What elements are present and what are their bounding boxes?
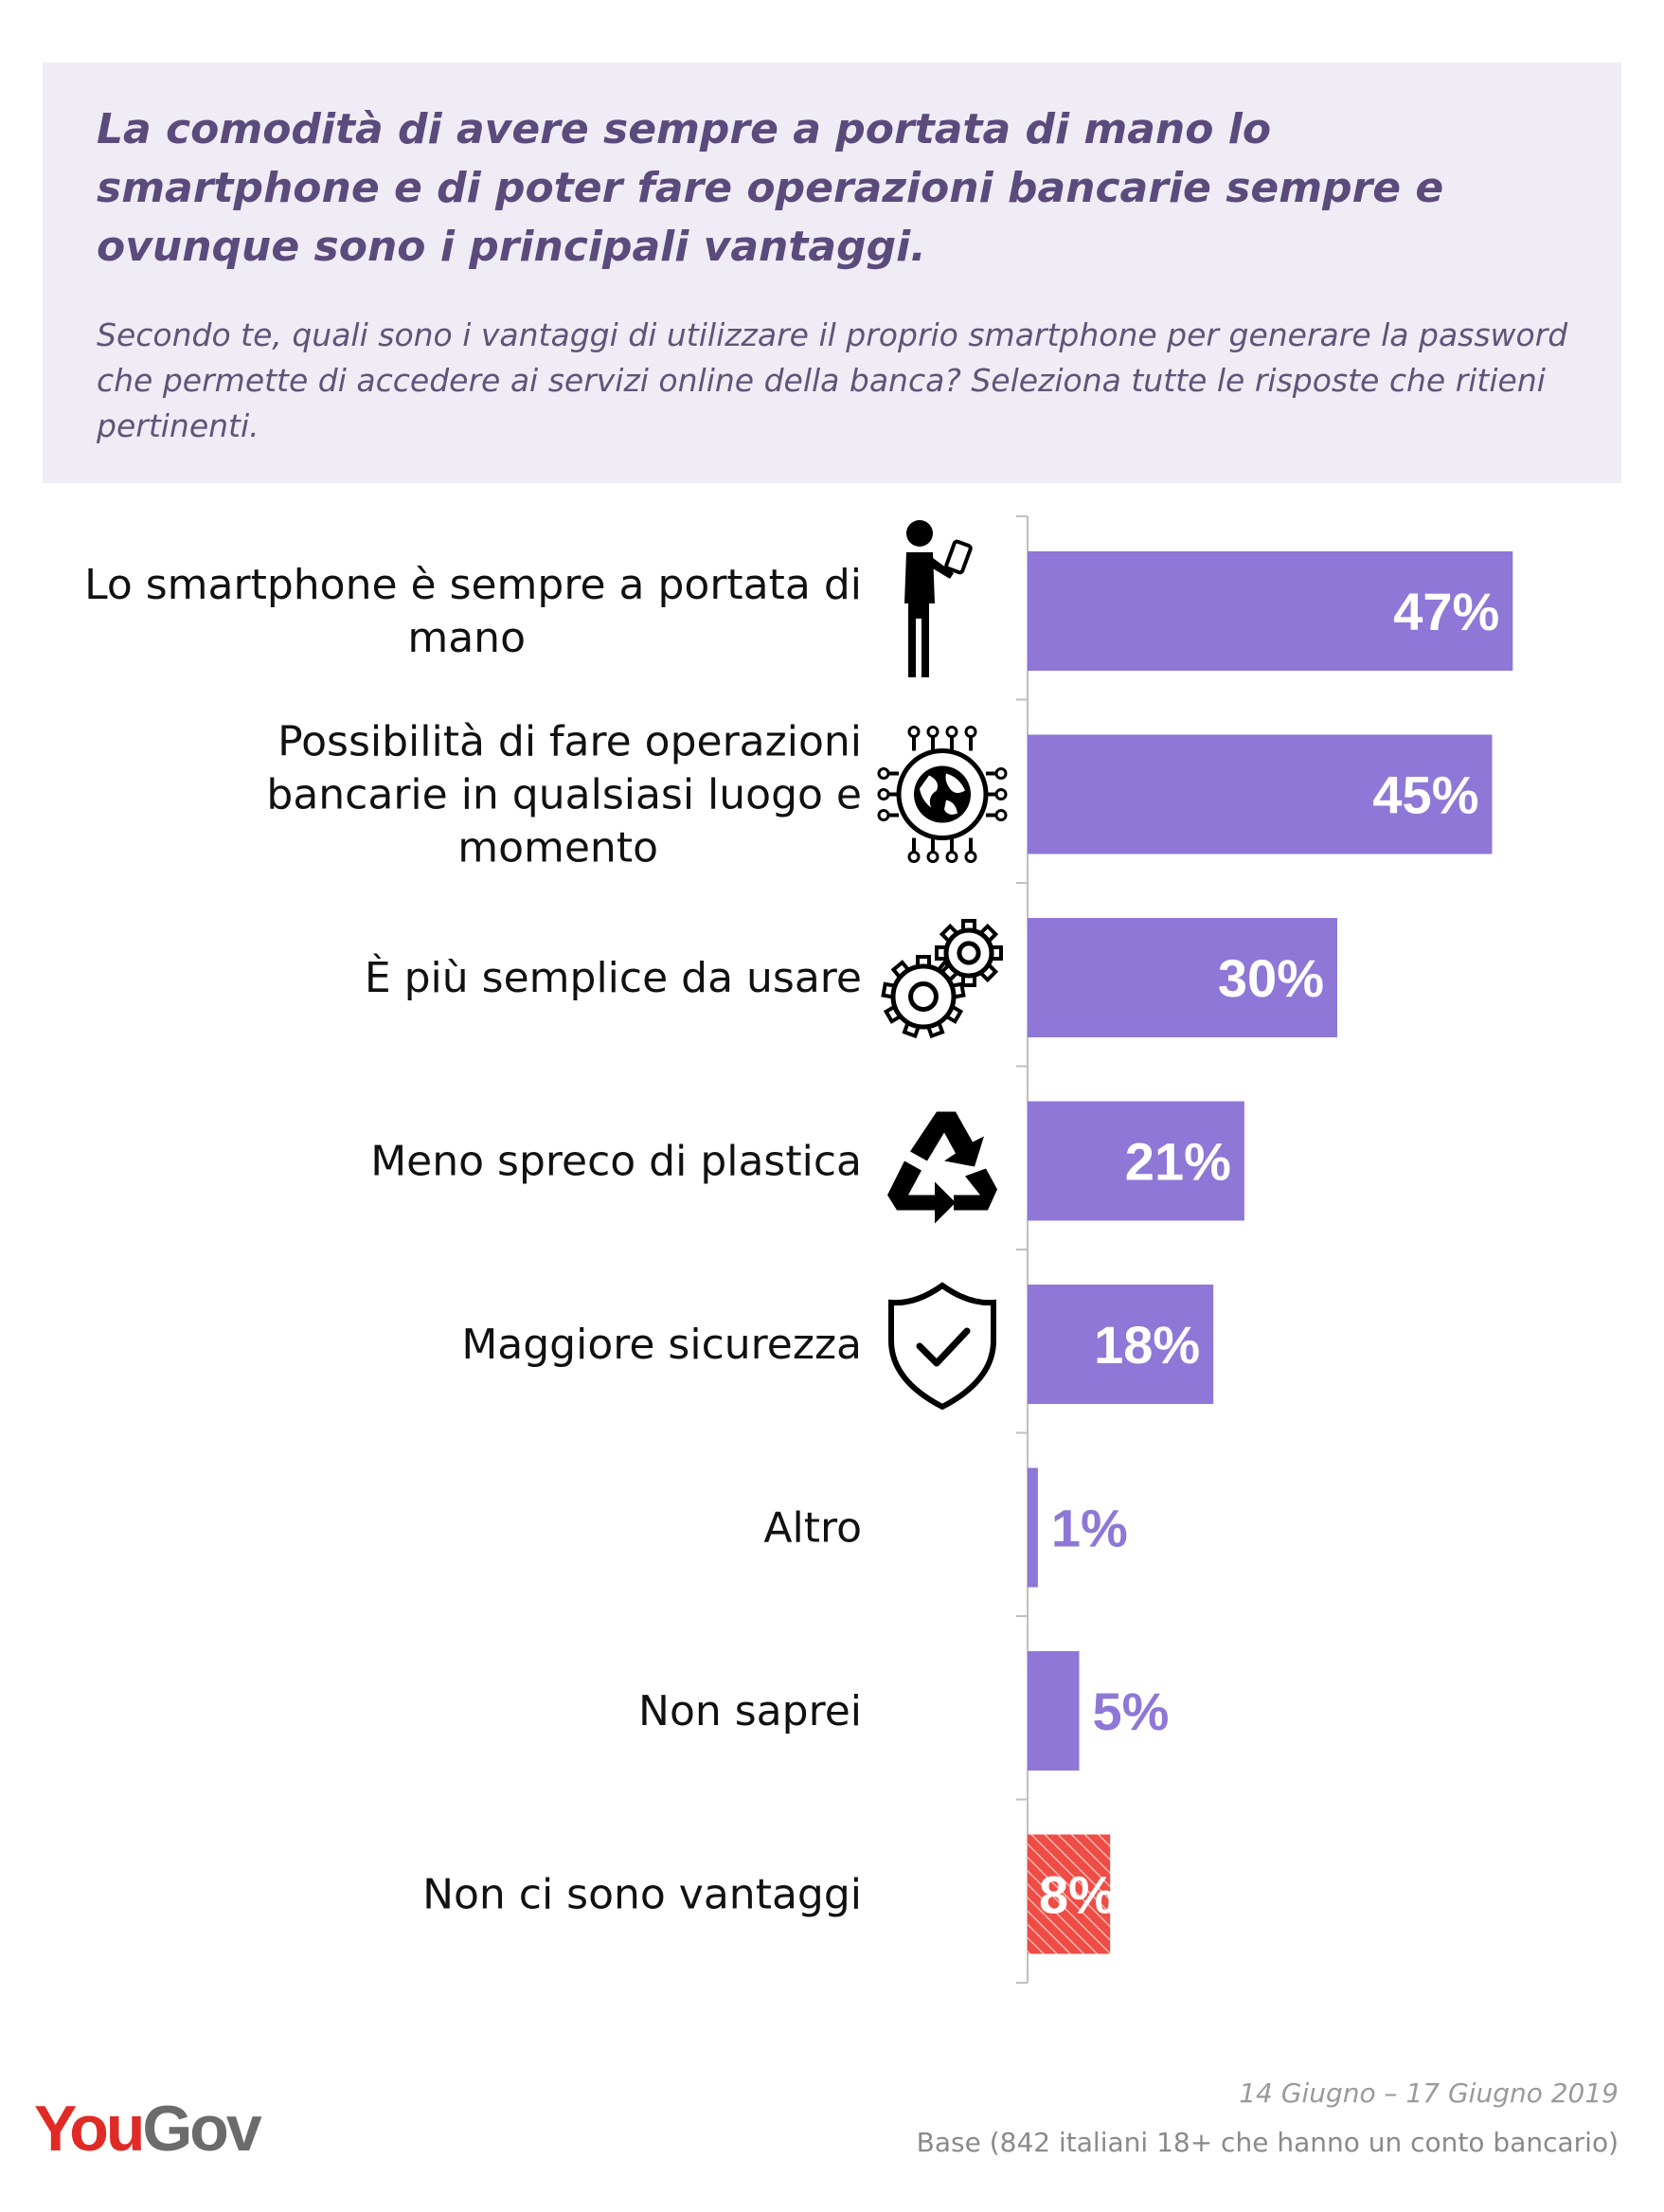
bar [1028,1101,1244,1221]
bar [1028,734,1493,854]
recycle-icon [887,1111,997,1224]
header-panel: La comodità di avere sempre a portata di… [43,63,1621,483]
category-label: Altro [763,1504,862,1553]
bar [1028,551,1513,671]
value-label: 18% [1094,1315,1200,1375]
value-label: 8% [1039,1865,1116,1925]
bar [1028,918,1337,1037]
category-label: Lo smartphone è sempre a portata di mano [84,561,862,662]
survey-question: Secondo te, quali sono i vantaggi di uti… [97,316,1568,444]
value-label: 45% [1372,765,1478,825]
category-label: Maggiore sicurezza [461,1321,862,1369]
category-label: Non saprei [638,1687,862,1735]
gears-icon [881,919,1003,1039]
shield-check-icon [888,1282,996,1411]
bar-chart: 47% Lo smartphone è sempre a portata di ma… [84,515,1513,1984]
bar [1028,1651,1080,1771]
value-label: 5% [1093,1681,1170,1741]
category-label: Possibilità di fare operazioni bancarie i… [266,718,862,872]
bar [1028,1834,1111,1954]
page-title: La comodità di avere sempre a portata di… [97,105,1444,271]
value-label: 47% [1393,582,1499,641]
value-label: 30% [1218,948,1324,1008]
survey-date: 14 Giugno – 17 Giugno 2019 [1239,2077,1619,2109]
yougov-logo: YouGov [34,2093,262,2165]
bar [1028,1467,1038,1588]
survey-base: Base (842 italiani 18+ che hanno un cont… [916,2127,1619,2158]
category-label: Non ci sono vantaggi [422,1871,862,1919]
value-label: 1% [1051,1499,1128,1558]
category-label: Meno spreco di plastica [370,1138,862,1186]
globe-circuit-icon [877,726,1008,863]
person-smartphone-icon [904,520,973,677]
bar [1028,1285,1214,1404]
value-label: 21% [1125,1132,1231,1192]
category-label: È più semplice da usare [365,952,862,1002]
